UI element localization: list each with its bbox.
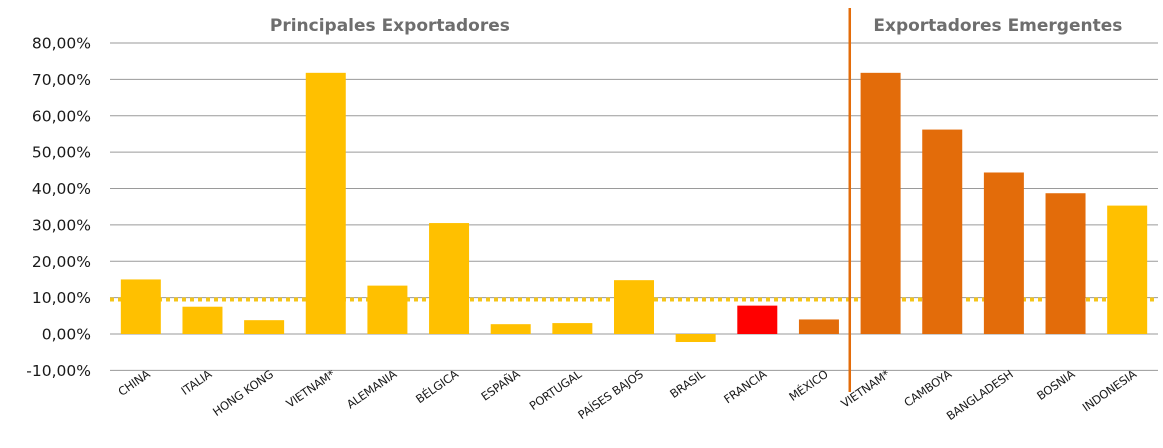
y-tick-label: 70,00% [32,71,91,89]
x-category-label: PORTUGAL [527,367,585,413]
bar [1107,205,1148,334]
x-category-label: CAMBOYA [901,367,954,410]
x-category-label: CHINA [115,367,152,399]
bar [798,319,839,334]
x-category-label: BÉLGICA [413,366,461,406]
y-tick-label: 30,00% [32,216,91,234]
bar [552,323,593,334]
x-category-label: VIETNAM* [284,367,338,411]
bar [305,72,346,334]
x-category-label: INDONESIA [1080,367,1140,415]
bar [922,129,963,334]
x-category-label: BRASIL [667,367,708,401]
group-header-principales: Principales Exportadores [270,16,510,36]
x-category-label: MÉXICO [786,366,831,404]
bar [429,223,470,334]
bar [244,320,285,334]
y-tick-label: 80,00% [32,35,91,53]
x-category-label: BOSNIA [1034,367,1077,403]
bar [737,305,778,334]
bar [490,324,531,334]
x-category-label: VIETNAM* [838,367,892,411]
y-tick-label: -10,00% [26,362,91,380]
bar [367,285,408,334]
x-category-label: FRANCIA [721,367,769,406]
y-tick-label: 60,00% [32,107,91,125]
y-tick-label: 40,00% [32,180,91,198]
bars [120,72,1148,343]
y-axis-tick-labels: 80,00% 70,00% 60,00% 50,00% 40,00% 30,00% 20,0… [26,35,91,380]
bar [182,306,223,334]
y-tick-label: 20,00% [32,253,91,271]
bar [614,280,654,334]
bar [983,172,1024,334]
x-category-label: PAÍSES BAJOS [575,366,646,422]
bar [675,334,716,343]
y-tick-label: 0,00% [42,326,91,344]
bar [860,72,901,334]
x-category-label: ESPAÑA [478,366,523,404]
y-tick-label: 50,00% [32,144,91,162]
y-tick-label: 10,00% [32,289,91,307]
group-headers: Principales Exportadores Exportadores Eme… [270,16,1123,36]
x-category-label: ITALIA [178,367,214,398]
bar [1045,193,1086,334]
group-header-emergentes: Exportadores Emergentes [873,16,1122,36]
x-category-label: ALEMANIA [344,367,399,412]
bar [120,279,161,334]
x-category-label: HONG KONG [210,367,276,419]
x-category-label: BANGLADESH [944,367,1016,423]
